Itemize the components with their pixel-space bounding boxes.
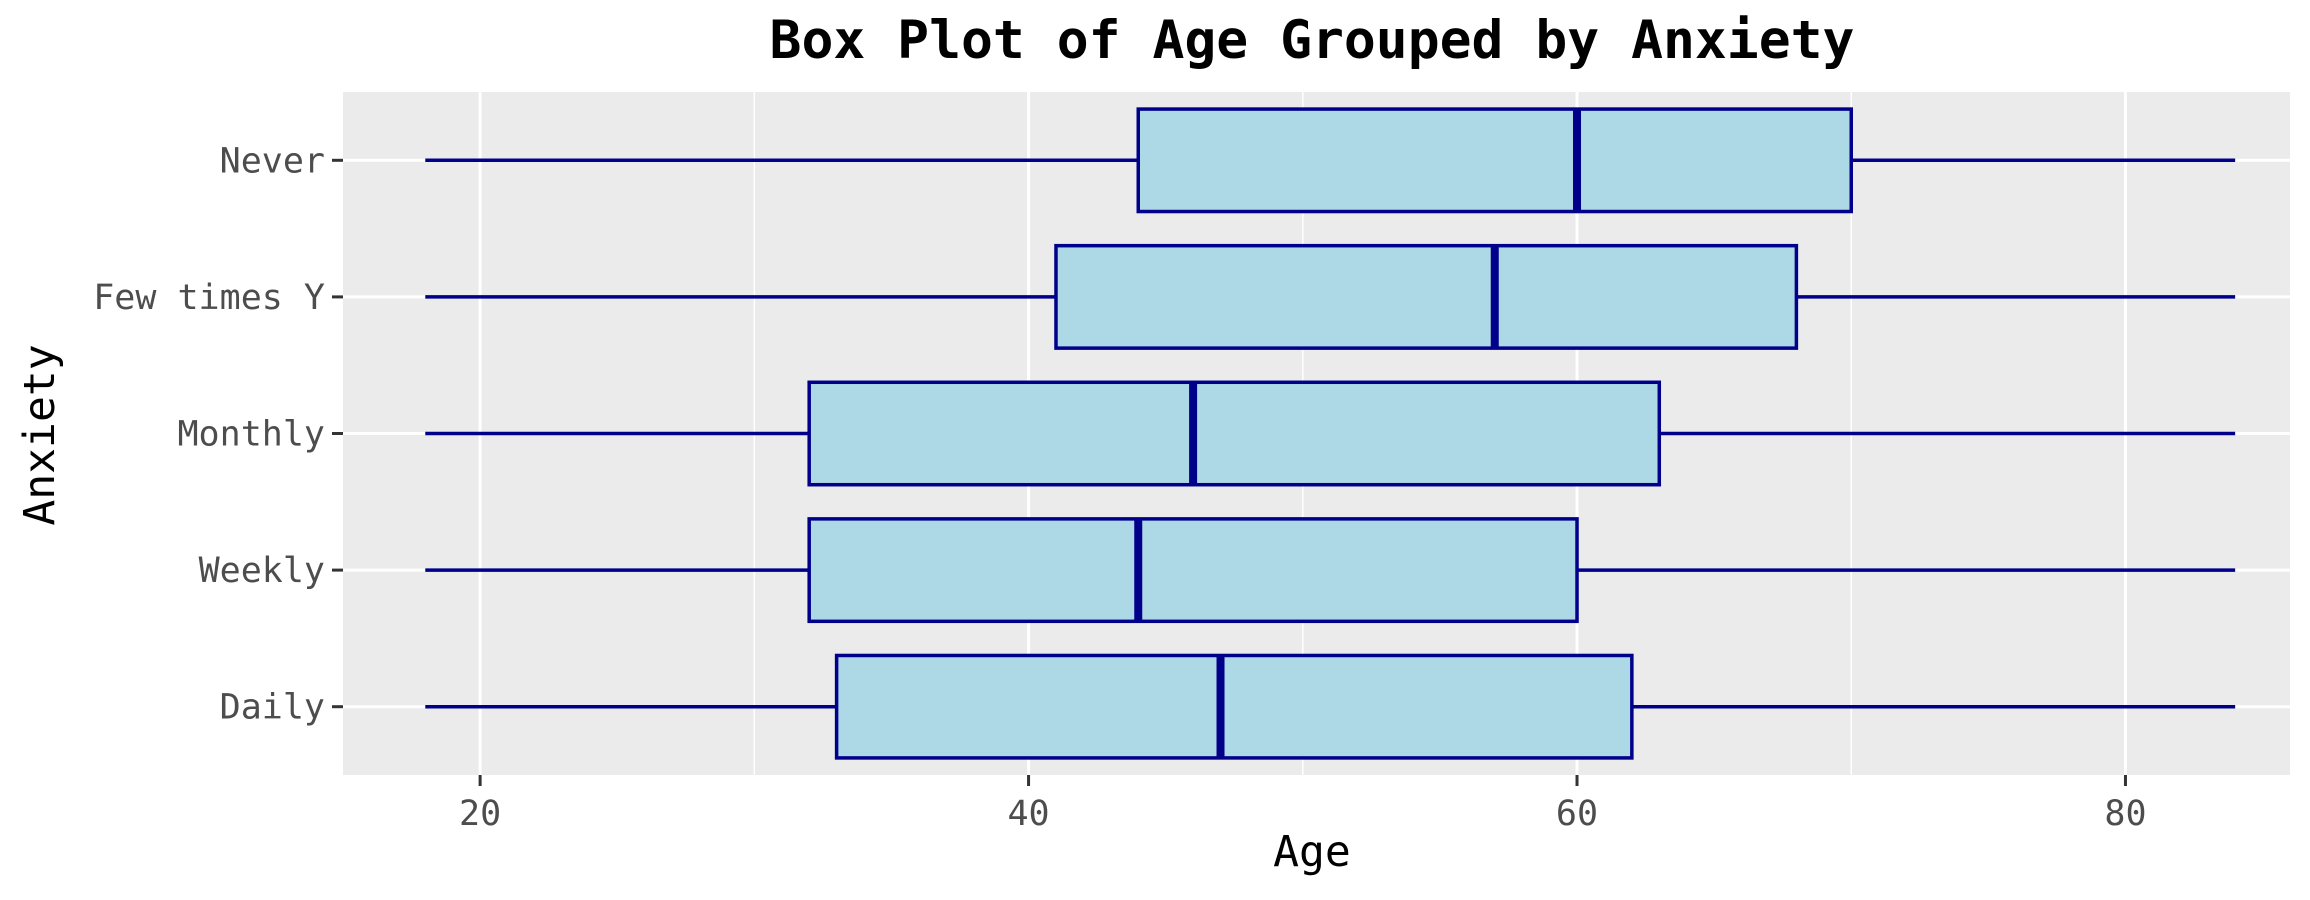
box-daily	[425, 653, 2236, 760]
x-tick-label: 40	[1007, 794, 1049, 834]
y-tick-label: Daily	[220, 688, 325, 728]
y-tick-label: Weekly	[199, 551, 325, 591]
chart-title: Box Plot of Age Grouped by Anxiety	[770, 10, 1855, 71]
boxes	[425, 107, 2236, 760]
y-axis: Never Few times Y Monthly Weekly Daily	[93, 141, 343, 728]
x-axis: 20 40 60 80	[459, 775, 2147, 834]
box-weekly	[425, 517, 2236, 624]
iqr-box	[807, 517, 1579, 624]
x-axis-title: Age	[1273, 827, 1351, 877]
box-never	[425, 107, 2236, 214]
iqr-box	[1054, 243, 1799, 350]
x-tick-label: 20	[459, 794, 501, 834]
x-tick-label: 80	[2104, 794, 2146, 834]
iqr-box	[807, 380, 1662, 487]
y-tick-label: Few times Y	[93, 278, 325, 318]
iqr-box	[834, 653, 1634, 760]
box-monthly	[425, 380, 2236, 487]
y-tick-label: Never	[220, 141, 325, 181]
x-tick-label: 60	[1556, 794, 1598, 834]
y-axis-title: Anxiety	[15, 344, 65, 525]
box-few-times-y	[425, 243, 2236, 350]
y-tick-label: Monthly	[177, 415, 325, 455]
iqr-box	[1136, 107, 1853, 214]
